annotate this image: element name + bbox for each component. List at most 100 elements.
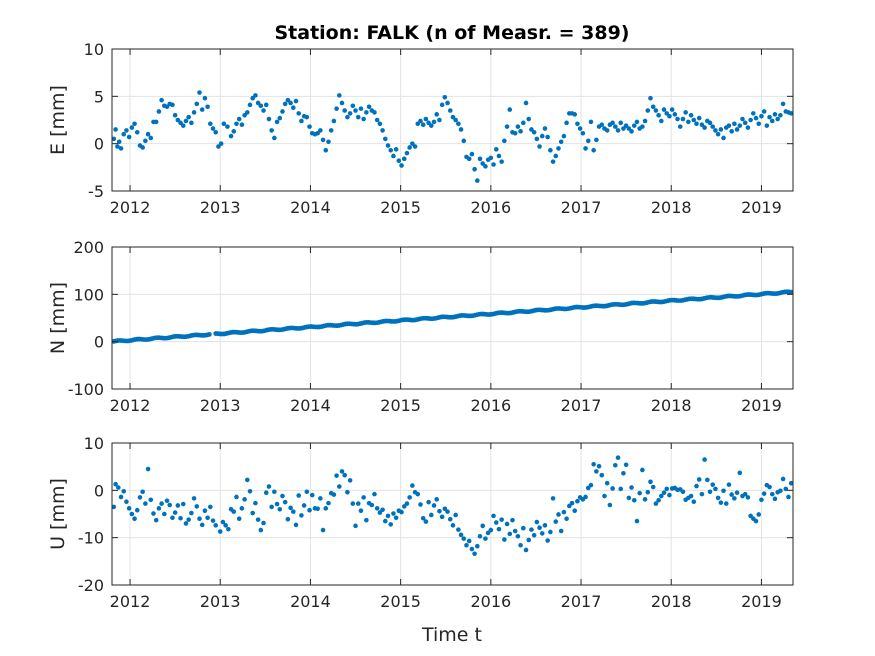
- data-point: [713, 486, 718, 492]
- data-point: [786, 494, 791, 500]
- data-point: [361, 495, 366, 500]
- data-point: [650, 104, 656, 110]
- data-point: [577, 126, 583, 131]
- data-point: [372, 491, 377, 497]
- data-point: [183, 521, 189, 526]
- data-point: [732, 121, 737, 127]
- data-point: [199, 107, 205, 112]
- data-point: [445, 509, 450, 514]
- data-point: [648, 479, 653, 485]
- y-axis-label: U [mm]: [47, 478, 69, 550]
- data-point: [680, 489, 686, 495]
- data-point: [696, 115, 702, 121]
- data-point: [420, 122, 426, 128]
- y-tick-label: 200: [73, 238, 104, 257]
- data-point: [518, 129, 523, 134]
- data-point: [134, 507, 140, 513]
- data-point: [393, 515, 399, 521]
- data-point: [645, 489, 651, 495]
- data-point: [431, 503, 437, 508]
- y-tick-label: 0: [94, 481, 104, 500]
- data-point: [134, 130, 140, 135]
- data-point: [415, 491, 421, 497]
- data-point: [337, 93, 342, 98]
- data-point: [140, 145, 145, 150]
- data-point: [534, 136, 540, 142]
- data-point: [355, 114, 361, 120]
- data-point: [732, 496, 737, 501]
- data-point: [210, 126, 216, 131]
- data-point: [274, 501, 280, 507]
- data-point: [510, 517, 515, 523]
- data-point: [721, 135, 726, 141]
- data-point: [396, 158, 402, 164]
- data-point: [583, 494, 588, 500]
- data-point: [504, 124, 510, 129]
- data-point: [159, 97, 164, 103]
- data-point: [778, 488, 783, 494]
- data-point: [610, 120, 615, 126]
- data-point: [788, 289, 794, 295]
- data-point: [293, 522, 299, 528]
- data-point: [661, 490, 667, 496]
- data-point: [189, 510, 194, 516]
- data-point: [580, 130, 586, 136]
- data-point: [456, 121, 461, 127]
- data-point: [659, 493, 664, 499]
- data-point: [521, 525, 526, 531]
- data-point: [715, 131, 721, 137]
- data-point: [548, 147, 553, 153]
- data-point: [640, 467, 645, 473]
- y-tick-label: -100: [68, 380, 104, 399]
- data-point: [111, 504, 117, 510]
- data-point: [210, 518, 216, 523]
- data-point: [178, 515, 183, 521]
- data-point: [113, 481, 118, 487]
- data-point: [244, 477, 250, 483]
- data-point: [748, 117, 753, 123]
- data-point: [247, 488, 253, 494]
- data-point: [404, 150, 410, 156]
- data-point: [410, 483, 415, 488]
- data-point: [326, 139, 331, 145]
- data-point: [272, 135, 277, 141]
- data-point: [726, 482, 732, 487]
- y-tick-label: 10: [84, 40, 104, 59]
- data-point: [534, 519, 540, 525]
- data-point: [729, 129, 734, 134]
- data-point: [472, 166, 477, 172]
- data-point: [475, 543, 480, 549]
- data-point: [596, 463, 602, 469]
- data-point: [466, 156, 472, 162]
- data-point: [615, 128, 621, 133]
- x-tick-label: 2015: [380, 396, 421, 415]
- data-point: [391, 511, 396, 516]
- x-tick-label: 2012: [110, 198, 151, 217]
- data-point: [734, 490, 740, 496]
- data-point: [515, 533, 521, 539]
- data-point: [618, 120, 624, 126]
- data-point: [307, 124, 312, 129]
- data-point: [461, 536, 467, 541]
- data-point: [404, 501, 410, 506]
- data-point: [653, 108, 659, 113]
- data-point: [458, 127, 464, 132]
- data-point: [407, 145, 412, 150]
- x-tick-label: 2013: [200, 198, 241, 217]
- data-point: [282, 101, 288, 107]
- data-point: [729, 492, 734, 497]
- data-point: [350, 501, 356, 506]
- data-point: [718, 500, 724, 505]
- data-point: [680, 116, 686, 122]
- data-point: [342, 108, 348, 113]
- data-point: [688, 112, 694, 118]
- data-point: [145, 466, 151, 472]
- data-point: [288, 100, 293, 106]
- data-point: [164, 498, 170, 504]
- data-point: [472, 551, 477, 557]
- data-point: [761, 109, 767, 114]
- data-point: [561, 133, 567, 139]
- data-point: [353, 108, 358, 113]
- data-point: [602, 493, 607, 499]
